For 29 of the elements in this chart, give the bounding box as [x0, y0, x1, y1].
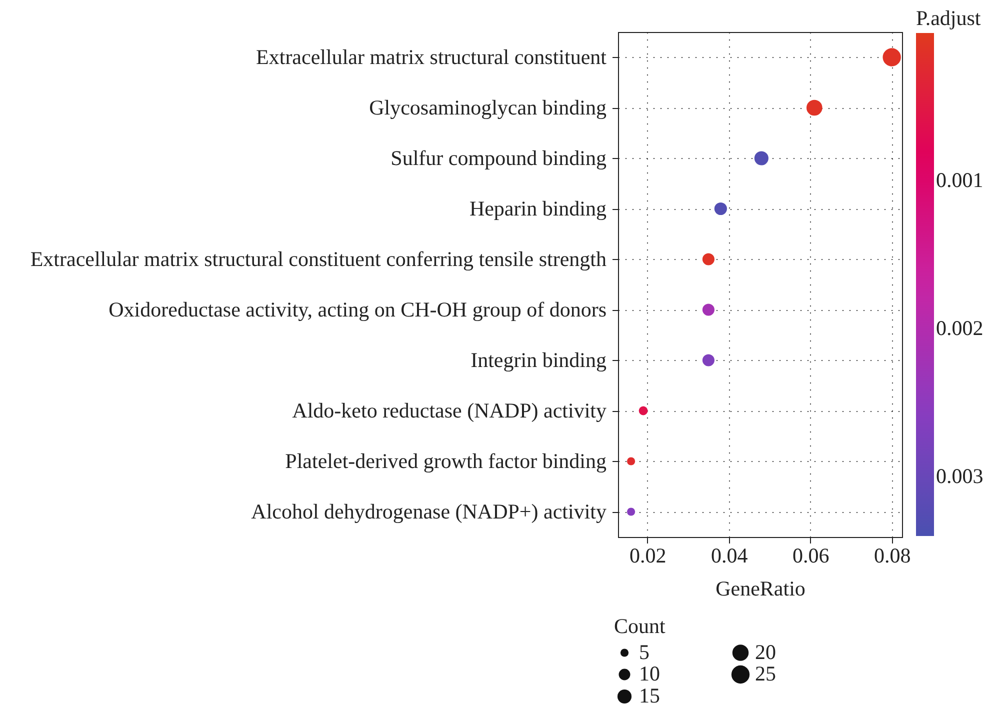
- y-tick-label: Extracellular matrix structural constituent conferring tensile strength: [30, 246, 607, 271]
- legend-label: 15: [639, 684, 660, 708]
- color-bar-label: 0.001: [936, 168, 984, 192]
- legend-label: 25: [755, 662, 776, 686]
- x-tick-label: 0.06: [792, 544, 830, 568]
- legend-label: 20: [755, 640, 776, 664]
- legend-label: 5: [639, 640, 650, 664]
- color-bar-title: P.adjust: [916, 6, 981, 30]
- color-bar-label: 0.003: [936, 464, 984, 488]
- y-tick-label: Glycosaminoglycan binding: [369, 95, 607, 120]
- y-tick-label: Heparin binding: [469, 196, 607, 220]
- x-axis-title: GeneRatio: [716, 576, 806, 600]
- y-tick-label: Extracellular matrix structural constituent: [256, 44, 607, 69]
- point: [714, 202, 727, 216]
- x-tick-label: 0.04: [710, 544, 748, 568]
- y-tick-label: Sulfur compound binding: [390, 146, 607, 170]
- y-tick-label: Oxidoreductase activity, acting on CH-OH group of donors: [108, 297, 606, 322]
- x-tick-label: 0.08: [874, 544, 911, 568]
- color-bar-label: 0.002: [936, 316, 984, 340]
- point: [702, 304, 714, 316]
- legend-label: 10: [639, 662, 660, 686]
- legend-title: Count: [614, 614, 666, 638]
- y-tick-label: Alcohol dehydrogenase (NADP+) activity: [251, 499, 607, 524]
- y-tick-label: Platelet-derived growth factor binding: [285, 448, 607, 473]
- x-tick-label: 0.02: [629, 544, 666, 568]
- point: [702, 253, 714, 266]
- y-tick-label: Aldo-keto reductase (NADP) activity: [292, 398, 607, 422]
- point: [702, 354, 714, 366]
- y-tick-label: Integrin binding: [470, 348, 607, 372]
